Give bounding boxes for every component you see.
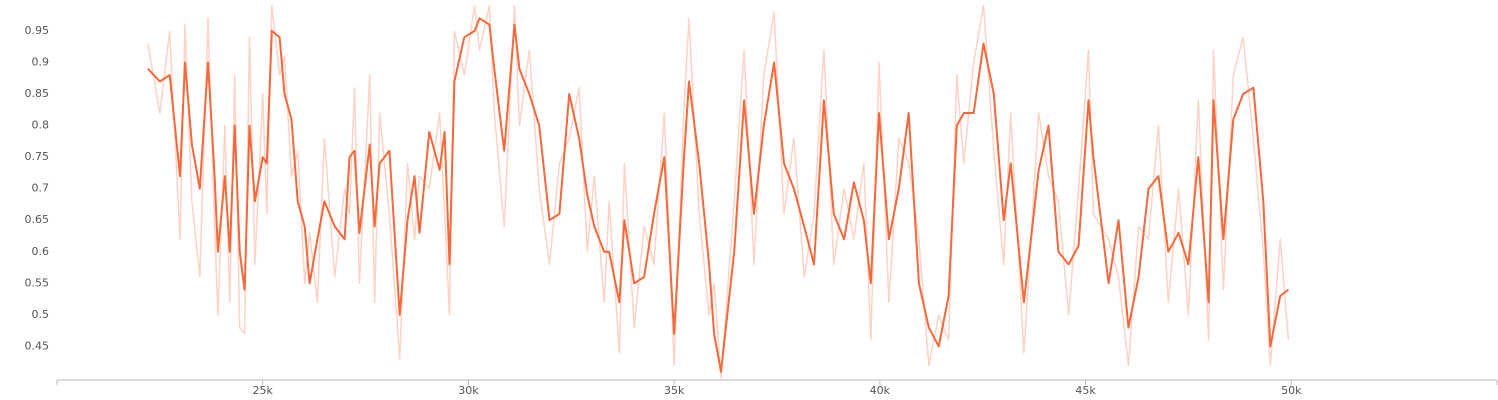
x-tick-label: 40k [870,384,891,397]
data-line [147,17,1290,373]
data-line [147,4,1290,379]
x-tick-label: 50k [1281,384,1302,397]
x-tick-label: 35k [664,384,685,397]
y-tick-label: 0.55 [25,276,50,289]
y-tick-label: 0.75 [25,150,50,163]
y-tick-label: 0.7 [32,182,50,195]
x-tick-label: 25k [253,384,274,397]
x-tick-label: 30k [458,384,479,397]
x-tick-label: 45k [1075,384,1096,397]
y-tick-label: 0.5 [32,308,50,321]
y-tick-label: 0.8 [32,119,50,132]
y-tick-label: 0.65 [25,213,50,226]
y-tick-label: 0.6 [32,245,50,258]
y-tick-label: 0.85 [25,87,50,100]
y-tick-label: 0.95 [25,24,50,37]
y-tick-label: 0.45 [25,339,50,352]
y-tick-label: 0.9 [32,55,50,68]
